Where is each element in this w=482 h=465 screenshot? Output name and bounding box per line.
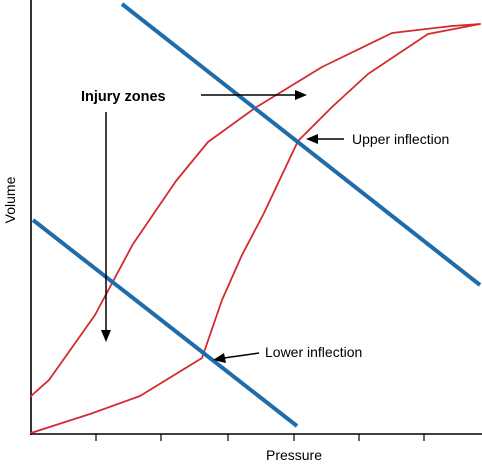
injury-zone-lines (31, 2, 482, 428)
arrow-right-icon (295, 90, 307, 100)
lower-injury-zone-line (31, 218, 299, 428)
y-axis-label: Volume (2, 176, 18, 223)
lower-inflection-arrow-shaft (223, 352, 260, 359)
x-axis-ticks (95, 434, 425, 441)
arrow-left-icon (306, 134, 318, 144)
arrow-down-icon (101, 330, 111, 342)
annotation-arrows (101, 90, 344, 363)
upper-inflection-label: Upper inflection (352, 131, 449, 147)
upper-injury-zone-line (120, 2, 482, 287)
pressure-volume-curves (30, 23, 481, 434)
labels: Injury zones Upper inflection Lower infl… (2, 89, 449, 463)
axes (30, 0, 482, 441)
injury-zones-label: Injury zones (81, 89, 166, 105)
inflation-curve (30, 23, 481, 434)
x-axis-label: Pressure (266, 447, 322, 463)
lower-inflection-label: Lower inflection (265, 344, 362, 360)
deflation-curve (30, 23, 481, 397)
arrow-left-icon (213, 353, 226, 363)
